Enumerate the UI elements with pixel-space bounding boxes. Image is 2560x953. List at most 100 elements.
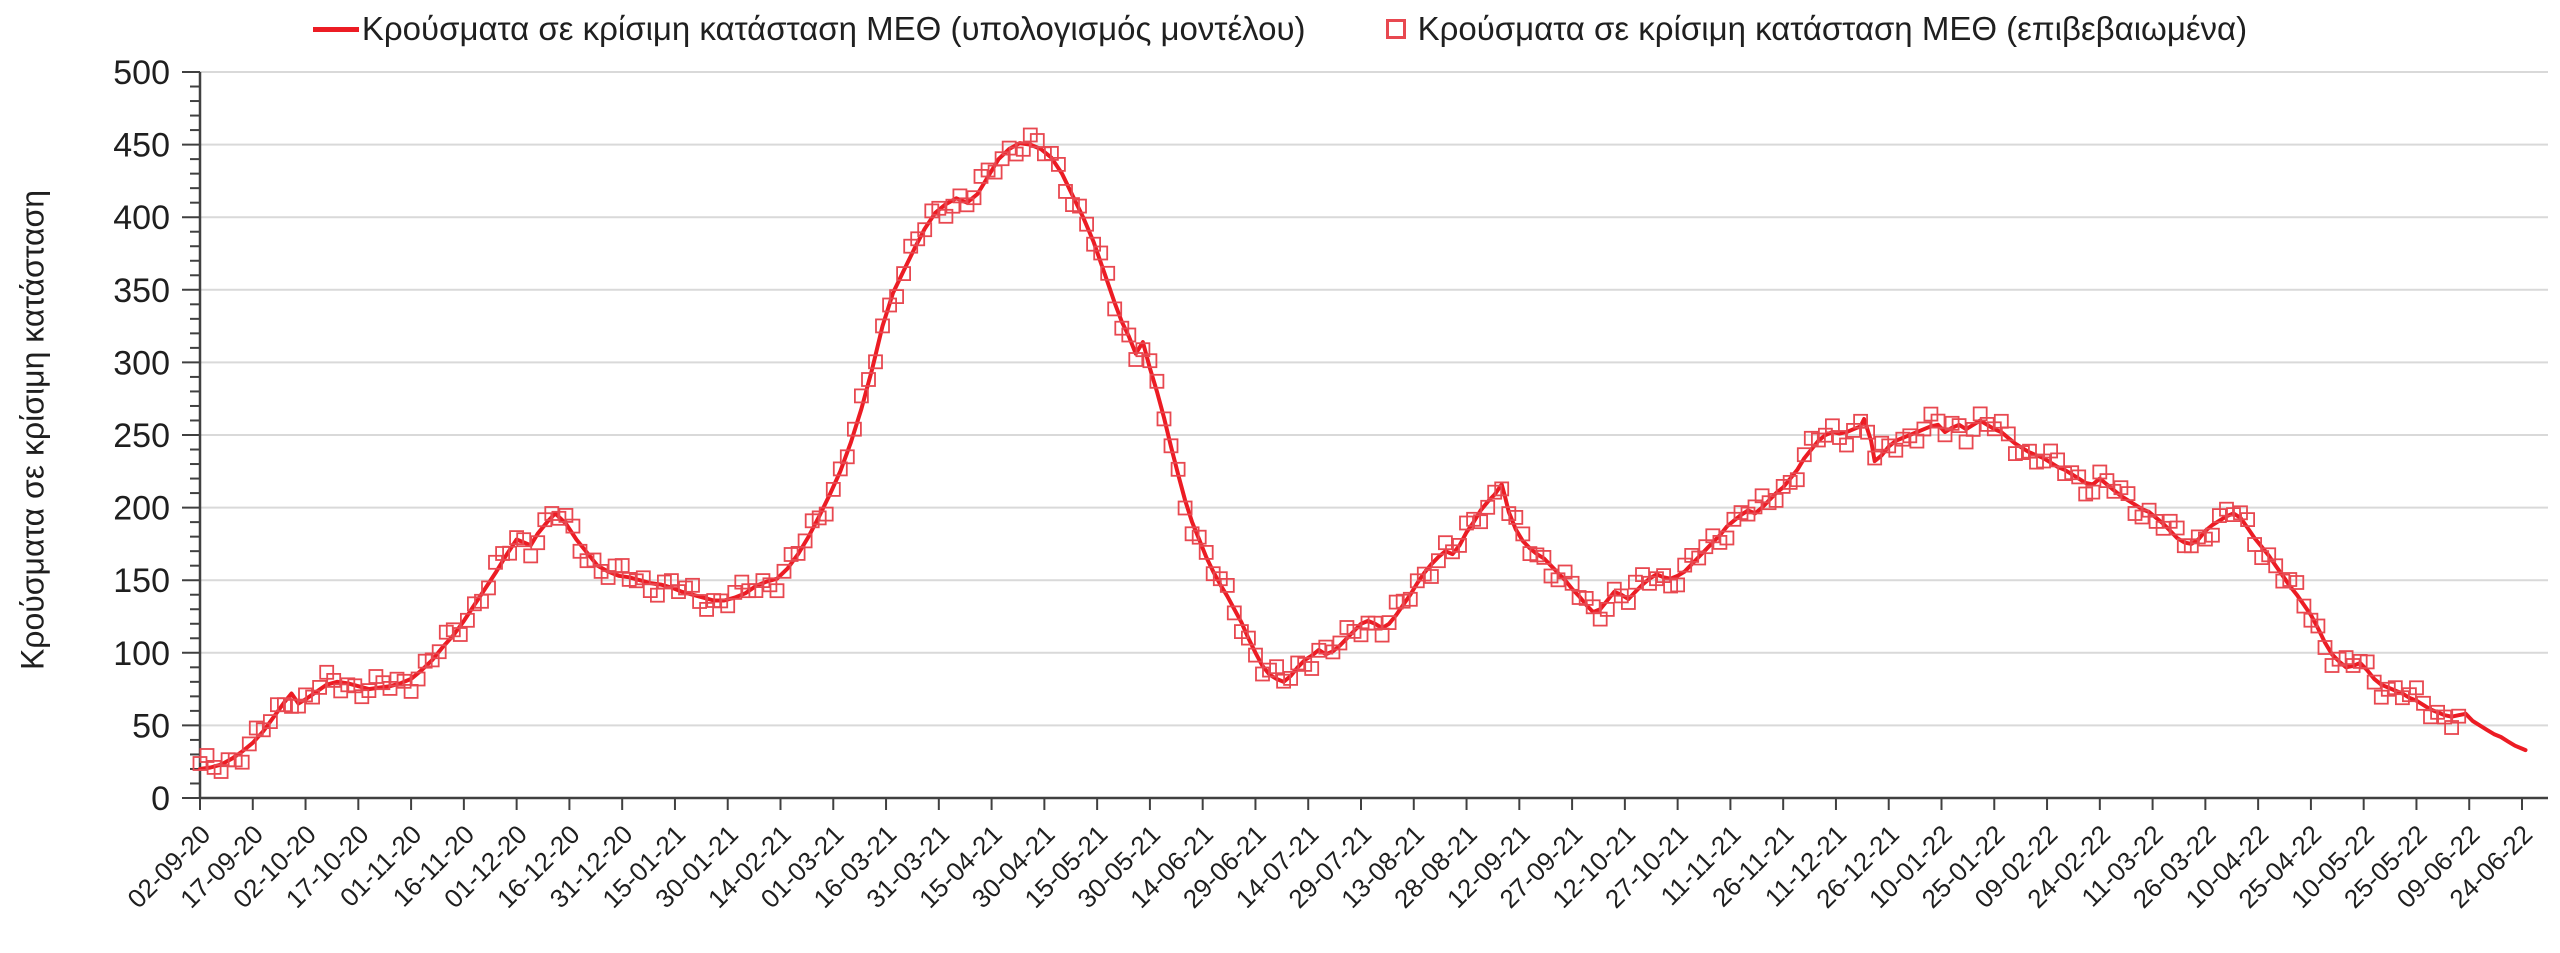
y-tick-label: 450 [113, 127, 170, 165]
confirmed-marker [262, 714, 278, 729]
y-tick-label: 500 [113, 54, 170, 92]
confirmed-marker [1473, 514, 1488, 530]
confirmed-marker [1536, 550, 1552, 565]
confirmed-marker [1170, 461, 1186, 477]
confirmed-marker [1480, 499, 1496, 515]
confirmed-marker [1269, 659, 1284, 675]
y-tick-label: 250 [113, 417, 170, 455]
confirmed-marker [1789, 472, 1805, 488]
confirmed-marker [868, 354, 883, 370]
model-line-swatch-icon [312, 26, 359, 32]
x-ticks: 02-09-2017-09-2002-10-2017-10-2001-11-20… [121, 798, 2538, 914]
confirmed-marker [2409, 680, 2424, 696]
y-tick-label: 150 [113, 562, 170, 600]
confirmed-marker [1452, 538, 1467, 553]
confirmed-marker [459, 612, 475, 628]
y-tick-label: 50 [132, 707, 170, 745]
confirmed-marker [1508, 509, 1524, 525]
confirmed-marker [2289, 575, 2305, 590]
confirmed-marker [312, 680, 328, 695]
confirmed-marker [1198, 545, 1214, 560]
confirmed-marker [361, 683, 377, 698]
confirmed-marker [1332, 635, 1348, 651]
confirmed-marker [1424, 569, 1439, 584]
confirmed-marker [776, 563, 792, 579]
confirmed-marker [1100, 265, 1116, 281]
gridlines [200, 71, 2548, 727]
confirmed-marker [896, 266, 911, 282]
confirmed-marker [966, 190, 982, 206]
confirmed-marker [2359, 654, 2375, 670]
confirmed-marker [2296, 598, 2312, 614]
y-ticks: 0 50 100 150 200 250 300 350 400 450 500 [113, 54, 200, 818]
confirmed-marker [1093, 245, 1109, 261]
confirmed-marker [1248, 647, 1263, 663]
confirmed-marker [234, 754, 250, 770]
y-tick-label: 200 [113, 490, 170, 528]
y-tick-label: 350 [113, 272, 170, 310]
confirmed-marker [241, 736, 257, 752]
confirmed-marker [1916, 421, 1932, 437]
confirmed-marker [1121, 327, 1137, 343]
confirmed-marker [2310, 618, 2326, 634]
confirmed-marker [523, 548, 539, 564]
confirmed-marker [1015, 141, 1031, 157]
confirmed-marker [1219, 578, 1235, 593]
confirmed-marker [1670, 577, 1685, 593]
confirmed-marker [917, 222, 933, 238]
y-tick-label: 400 [113, 199, 170, 237]
confirmed-marker [1431, 553, 1446, 569]
confirmed-marker [1402, 591, 1418, 607]
confirmed-marker [1107, 301, 1123, 317]
confirmed-marker [1515, 526, 1531, 542]
confirmed-marker [875, 318, 890, 334]
confirmed-marker [1241, 630, 1256, 646]
y-tick-label: 100 [113, 635, 170, 673]
confirmed-marker [614, 558, 630, 573]
y-tick-label: 0 [151, 780, 170, 818]
confirmed-marker [431, 644, 447, 660]
confirmed-marker [854, 388, 869, 404]
confirmed-marker [516, 532, 532, 548]
confirmed-marker [889, 289, 904, 305]
confirmed-marker [1072, 198, 1087, 214]
confirmed-marker [1191, 529, 1207, 545]
legend: Κρούσματα σε κρίσιμη κατάσταση ΜΕΘ (υπολ… [0, 10, 2560, 48]
confirmed-marker [1304, 661, 1320, 676]
legend-item-confirmed: Κρούσματα σε κρίσιμη κατάσταση ΜΕΘ (επιβ… [1385, 10, 2247, 48]
confirmed-marker [1951, 418, 1967, 434]
confirmed-marker [1142, 353, 1158, 369]
confirmed-markers [192, 127, 2467, 779]
confirmed-marker [861, 372, 876, 387]
confirmed-marker [818, 506, 834, 522]
confirmed-marker [2240, 512, 2256, 527]
confirmed-marker [1719, 530, 1735, 546]
confirmed-marker [452, 627, 468, 642]
confirmed-marker [1958, 434, 1974, 450]
confirmed-marker [502, 545, 518, 561]
confirmed-marker [1149, 373, 1165, 389]
confirmed-marker [1177, 500, 1193, 516]
confirmed-marker [481, 580, 496, 596]
confirmed-marker [1860, 424, 1875, 440]
confirmed-marker [1226, 605, 1242, 621]
y-tick-label: 300 [113, 344, 170, 382]
confirmed-marker [1839, 437, 1854, 453]
confirmed-marker [565, 518, 581, 534]
confirmed-marker [1867, 450, 1883, 466]
confirmed-square-swatch-icon [1385, 19, 1406, 39]
confirmed-marker [797, 533, 813, 549]
confirmed-marker [1965, 421, 1981, 437]
confirmed-marker [839, 449, 855, 465]
confirmed-marker [2120, 486, 2136, 502]
confirmed-marker [2451, 708, 2467, 724]
confirmed-marker [2169, 520, 2185, 536]
model-line [198, 141, 2528, 771]
confirmed-marker [1381, 615, 1397, 630]
y-axis-title: Κρούσματα σε κρίσιμη κατάσταση [14, 189, 51, 671]
confirmed-marker [2268, 558, 2284, 574]
confirmed-marker [769, 583, 785, 599]
confirmed-marker [1163, 438, 1179, 454]
